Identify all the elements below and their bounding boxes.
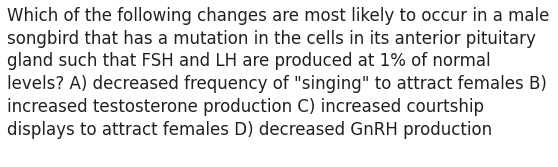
Text: Which of the following changes are most likely to occur in a male
songbird that : Which of the following changes are most … [7,7,550,139]
